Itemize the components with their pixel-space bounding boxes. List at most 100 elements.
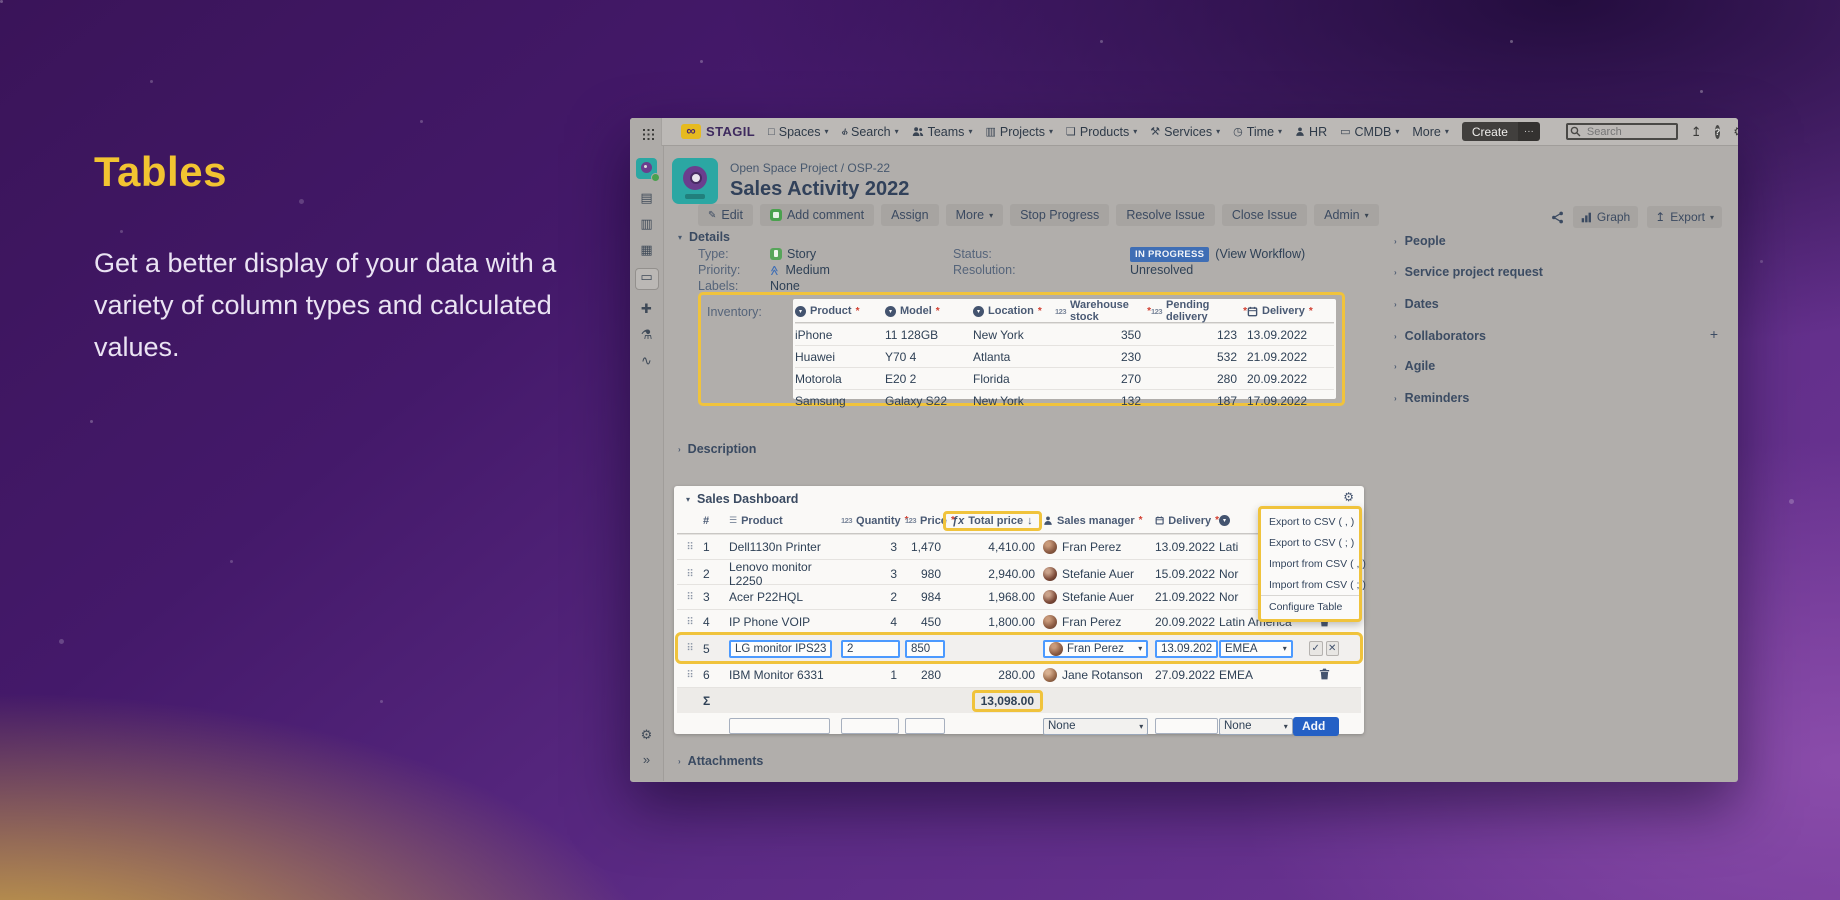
add-collaborator-button[interactable]: + <box>1709 326 1718 342</box>
product-input[interactable] <box>729 639 833 658</box>
confirm-button[interactable]: ✓ <box>1309 641 1323 656</box>
quantity-input[interactable] <box>841 639 900 658</box>
col-delivery[interactable]: Delivery * <box>1155 515 1219 527</box>
nav-time[interactable]: ◷ Time ▾ <box>1233 124 1283 139</box>
col-total-price[interactable]: ƒx Total price ↓ <box>943 510 1043 531</box>
inventory-col-location[interactable]: ▾ Location * <box>973 305 1055 317</box>
add-comment-button[interactable]: Add comment <box>759 204 875 226</box>
nav-hr[interactable]: HR <box>1295 125 1327 139</box>
rail-dashboard-icon[interactable]: ▭ <box>634 268 659 290</box>
create-more-button[interactable]: ··· <box>1517 122 1540 141</box>
inventory-col-model[interactable]: ▾ Model * <box>885 305 973 317</box>
export-button[interactable]: ↥ Export ▾ <box>1647 206 1722 228</box>
admin-button[interactable]: Admin ▾ <box>1314 204 1379 226</box>
gear-icon[interactable]: ⚙ <box>1733 124 1738 140</box>
attachments-section-header[interactable]: › Attachments <box>678 754 764 768</box>
inventory-col-warehouse[interactable]: 123 Warehouse stock * <box>1055 299 1151 323</box>
drag-handle-icon[interactable]: ⠿ <box>686 616 694 628</box>
col-index[interactable]: # <box>703 514 710 527</box>
stop-progress-button[interactable]: Stop Progress <box>1010 204 1110 226</box>
sidebar-item-service-project-request[interactable]: › Service project request <box>1394 265 1543 279</box>
search-input[interactable] <box>1565 123 1678 140</box>
sidebar-item-agile[interactable]: › Agile <box>1394 359 1436 373</box>
project-avatar-small[interactable] <box>636 158 660 182</box>
assign-button[interactable]: Assign <box>881 204 939 226</box>
delivery-date-input[interactable] <box>1155 639 1218 658</box>
drag-handle-icon[interactable]: ⠿ <box>686 591 694 603</box>
share-icon[interactable] <box>1551 211 1564 224</box>
sidebar-item-reminders[interactable]: › Reminders <box>1394 391 1470 405</box>
sidebar-item-dates[interactable]: › Dates <box>1394 297 1439 311</box>
col-quantity[interactable]: 123 Quantity * <box>841 514 909 527</box>
nav-products[interactable]: ❏ Products ▾ <box>1066 124 1138 139</box>
new-manager-select[interactable]: None ▾ <box>1043 717 1149 735</box>
rail-lab-icon[interactable]: ⚗ <box>640 327 653 342</box>
rail-board-icon[interactable]: ▥ <box>640 216 653 231</box>
table-settings-gear-icon[interactable]: ⚙ <box>1343 490 1354 504</box>
chevron-down-icon: ▾ <box>1709 212 1714 222</box>
inventory-col-pending[interactable]: 123 Pending delivery * <box>1151 299 1247 323</box>
price-input[interactable] <box>905 639 946 658</box>
nav-search[interactable]: ‹/› Search ▾ <box>841 124 899 139</box>
col-region[interactable]: ▾ <box>1219 515 1309 526</box>
menu-export-csv-comma[interactable]: Export to CSV ( , ) <box>1269 515 1355 528</box>
create-button[interactable]: Create <box>1461 122 1518 141</box>
graph-button[interactable]: Graph <box>1572 206 1639 228</box>
laptop-icon: ▭ <box>1340 126 1351 138</box>
app-switcher-button[interactable] <box>630 118 662 146</box>
inventory-row: iPhone 11 128GB New York 350 123 13.09.2022 <box>795 323 1334 345</box>
inventory-col-delivery[interactable]: Delivery * <box>1247 305 1329 317</box>
add-button[interactable]: Add <box>1293 716 1339 736</box>
menu-export-csv-semicolon[interactable]: Export to CSV ( ; ) <box>1269 536 1355 549</box>
nav-services[interactable]: ⚒ Services ▾ <box>1150 124 1221 139</box>
col-sales-manager[interactable]: Sales manager * <box>1043 515 1155 527</box>
breadcrumb[interactable]: Open Space Project / OSP-22 <box>730 161 891 175</box>
nav-cmdb[interactable]: ▭ CMDB ▾ <box>1340 124 1400 139</box>
table-row: ⠿ 6 IBM Monitor 6331 1 280 280.00 Jane R… <box>677 662 1361 687</box>
resolve-issue-button[interactable]: Resolve Issue <box>1116 204 1215 226</box>
upload-icon[interactable]: ↥ <box>1690 123 1702 139</box>
manager-select[interactable]: Fran Perez ▾ <box>1043 639 1149 658</box>
new-delivery-input[interactable] <box>1155 718 1218 734</box>
add-row: None ▾ None ▾ Add <box>677 713 1361 739</box>
edit-button[interactable]: ✎ Edit <box>698 204 753 226</box>
col-price[interactable]: 123 Price * <box>905 514 955 527</box>
sidebar-item-collaborators[interactable]: › Collaborators <box>1394 329 1486 343</box>
region-select[interactable]: EMEA ▾ <box>1219 639 1293 658</box>
cancel-button[interactable]: ✕ <box>1325 641 1339 656</box>
nav-more[interactable]: More ▾ <box>1412 124 1449 139</box>
new-product-input[interactable] <box>729 718 830 734</box>
new-price-input[interactable] <box>905 718 945 734</box>
rail-book-icon[interactable]: ▤ <box>640 190 653 205</box>
menu-import-csv-comma[interactable]: Import from CSV ( , ) <box>1269 557 1366 570</box>
rail-settings-gear-icon[interactable]: ⚙ <box>640 727 653 742</box>
description-section-header[interactable]: › Description <box>678 442 757 456</box>
drag-handle-icon[interactable]: ⠿ <box>686 541 694 553</box>
trash-icon[interactable] <box>1319 668 1330 680</box>
more-button[interactable]: More ▾ <box>945 204 1004 226</box>
nav-teams[interactable]: Teams ▾ <box>912 125 972 139</box>
table-row: ⠿ 4 IP Phone VOIP 4 450 1,800.00 Fran Pe… <box>677 609 1361 634</box>
close-issue-button[interactable]: Close Issue <box>1221 204 1308 226</box>
sales-section-header[interactable]: ▾ Sales Dashboard <box>686 492 799 506</box>
stagil-logo[interactable]: ∞ STAGIL <box>681 124 755 139</box>
nav-spaces[interactable]: □ Spaces ▾ <box>768 124 829 139</box>
col-product[interactable]: ☰ Product <box>729 514 783 527</box>
drag-handle-icon[interactable]: ⠿ <box>686 643 694 654</box>
inventory-col-product[interactable]: ▾ Product * <box>795 305 885 317</box>
drag-handle-icon[interactable]: ⠿ <box>686 669 694 681</box>
new-region-select[interactable]: None ▾ <box>1219 717 1293 735</box>
sidebar-item-people[interactable]: › People <box>1394 234 1446 248</box>
rail-collapse-icon[interactable]: » <box>642 752 651 767</box>
menu-import-csv-semicolon[interactable]: Import from CSV ( ; ) <box>1269 578 1366 591</box>
drag-handle-icon[interactable]: ⠿ <box>686 568 694 580</box>
nav-projects[interactable]: ▥ Projects ▾ <box>985 124 1054 139</box>
view-workflow-link[interactable]: (View Workflow) <box>1215 247 1306 261</box>
rail-apps-icon[interactable]: ✚ <box>641 301 652 316</box>
help-icon[interactable]: ? <box>1714 124 1721 139</box>
rail-activity-icon[interactable]: ∿ <box>641 353 652 368</box>
rail-pages-icon[interactable]: ▦ <box>640 242 653 257</box>
details-section-header[interactable]: ▾ Details <box>678 230 731 244</box>
new-quantity-input[interactable] <box>841 718 899 734</box>
menu-configure-table[interactable]: Configure Table <box>1261 595 1359 617</box>
